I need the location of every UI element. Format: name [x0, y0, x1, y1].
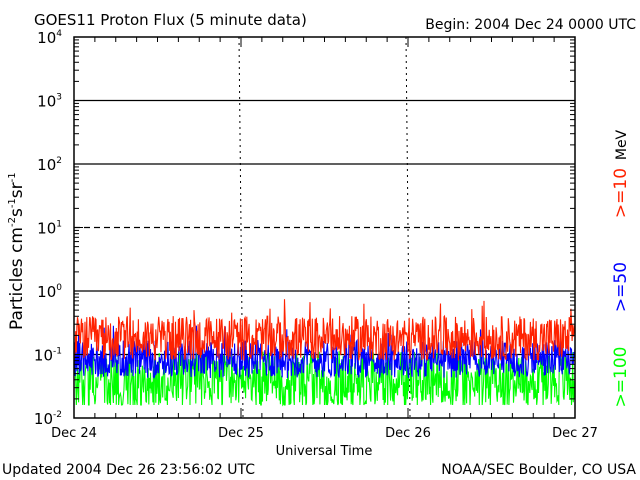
y-tick-label: 100: [37, 283, 62, 301]
y-tick-exponent: -2: [53, 410, 62, 420]
y-axis-label-exp-s: -1: [7, 198, 18, 208]
legend-series-50mev: >=50: [611, 262, 631, 312]
x-axis-label: Universal Time: [276, 444, 373, 459]
x-tick-label: Dec 25: [218, 426, 264, 441]
legend-series-10mev: >=10: [611, 168, 631, 218]
y-tick-base: 10: [37, 283, 56, 301]
begin-label: Begin: 2004 Dec 24 0000 UTC: [425, 17, 636, 33]
y-tick-base: 10: [37, 29, 56, 47]
y-tick-base: 10: [34, 347, 53, 365]
y-tick-exponent: 3: [56, 93, 62, 103]
y-tick-exponent: -1: [53, 347, 62, 357]
y-tick-label: 10-2: [34, 410, 62, 428]
x-tick-labels: Dec 24 Dec 25 Dec 26 Dec 27: [51, 37, 598, 441]
units-label: MeV: [614, 129, 630, 160]
y-tick-label: 102: [37, 156, 62, 174]
y-tick-exponent: 2: [56, 156, 62, 166]
x-tick-label: Dec 27: [552, 426, 598, 441]
updated-label: Updated 2004 Dec 26 23:56:02 UTC: [2, 462, 255, 478]
y-tick-base: 10: [37, 93, 56, 111]
legend-series-100mev: >=100: [611, 347, 631, 408]
y-axis-label-s: s: [7, 208, 27, 217]
credit-label: NOAA/SEC Boulder, CO USA: [441, 462, 636, 478]
x-tick-label: Dec 26: [385, 426, 431, 441]
series-line-1: [73, 325, 576, 379]
y-tick-exponent: 0: [56, 283, 62, 293]
y-tick-label: 101: [37, 220, 62, 238]
y-axis-label-exp-sr: -1: [7, 172, 18, 182]
series-layer: [73, 299, 576, 407]
y-tick-base: 10: [37, 220, 56, 238]
y-tick-base: 10: [34, 410, 53, 428]
y-tick-label: 10-1: [34, 347, 62, 365]
series-line-0: [73, 299, 576, 361]
x-tick-label: Dec 24: [51, 426, 97, 441]
y-axis-label-exp-cm: -2: [7, 217, 18, 227]
chart-title: GOES11 Proton Flux (5 minute data): [34, 11, 307, 29]
y-axis-label-main: Particles cm: [7, 227, 27, 330]
y-tick-exponent: 4: [56, 29, 62, 39]
y-axis-label: Particles cm-2s-1sr-1: [7, 172, 27, 330]
y-axis-label-sr: sr: [7, 182, 27, 198]
y-tick-label: 104: [37, 29, 62, 47]
y-tick-exponent: 1: [56, 220, 62, 230]
y-tick-label: 103: [37, 93, 62, 111]
y-tick-base: 10: [37, 156, 56, 174]
